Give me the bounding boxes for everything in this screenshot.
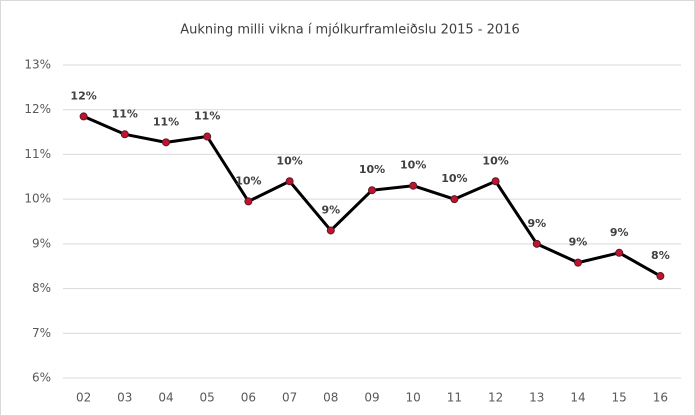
x-tick-label: 05 bbox=[200, 391, 215, 405]
value-label: 11% bbox=[153, 115, 179, 128]
value-label: 10% bbox=[441, 172, 467, 185]
x-tick-label: 02 bbox=[76, 391, 91, 405]
marker bbox=[203, 132, 212, 141]
value-label: 10% bbox=[276, 154, 302, 167]
x-tick-label: 08 bbox=[323, 391, 338, 405]
marker bbox=[491, 177, 500, 186]
marker bbox=[120, 130, 129, 139]
y-tick-label: 7% bbox=[32, 326, 51, 340]
value-label: 9% bbox=[610, 226, 629, 239]
y-tick-label: 9% bbox=[32, 236, 51, 250]
x-tick-label: 07 bbox=[282, 391, 297, 405]
value-label: 10% bbox=[482, 154, 508, 167]
chart-title: Aukning milli vikna í mjólkurframleiðslu… bbox=[180, 23, 519, 38]
marker bbox=[285, 177, 294, 186]
value-label: 10% bbox=[359, 163, 385, 176]
x-tick-label: 10 bbox=[406, 391, 421, 405]
x-tick-label: 13 bbox=[529, 391, 544, 405]
marker bbox=[79, 112, 88, 121]
y-tick-label: 11% bbox=[24, 147, 51, 161]
x-tick-label: 03 bbox=[117, 391, 132, 405]
x-tick-label: 16 bbox=[653, 391, 668, 405]
marker bbox=[409, 181, 418, 190]
marker bbox=[574, 258, 582, 267]
value-label: 9% bbox=[321, 203, 340, 216]
value-label: 11% bbox=[112, 107, 138, 120]
marker bbox=[656, 272, 665, 281]
x-tick-label: 14 bbox=[570, 391, 585, 405]
marker bbox=[368, 186, 376, 195]
y-tick-label: 6% bbox=[32, 371, 51, 385]
value-label: 10% bbox=[235, 174, 261, 187]
marker bbox=[532, 239, 541, 248]
y-tick-label: 13% bbox=[24, 58, 51, 72]
y-tick-label: 8% bbox=[32, 281, 51, 295]
marker bbox=[244, 197, 253, 206]
x-tick-label: 11 bbox=[447, 391, 462, 405]
x-tick-label: 15 bbox=[612, 391, 627, 405]
value-label: 9% bbox=[569, 236, 588, 249]
x-tick-label: 09 bbox=[364, 391, 379, 405]
value-label: 12% bbox=[70, 89, 96, 102]
value-label: 10% bbox=[400, 159, 426, 172]
value-label: 9% bbox=[527, 217, 546, 230]
y-tick-label: 12% bbox=[24, 102, 51, 116]
value-label: 11% bbox=[194, 110, 220, 123]
marker bbox=[450, 195, 459, 204]
x-tick-label: 06 bbox=[241, 391, 256, 405]
x-tick-label: 04 bbox=[158, 391, 173, 405]
marker bbox=[615, 248, 624, 257]
x-tick-label: 12 bbox=[488, 391, 503, 405]
y-tick-label: 10% bbox=[24, 192, 51, 206]
marker bbox=[162, 138, 170, 147]
value-label: 8% bbox=[651, 249, 670, 262]
marker bbox=[326, 226, 335, 235]
